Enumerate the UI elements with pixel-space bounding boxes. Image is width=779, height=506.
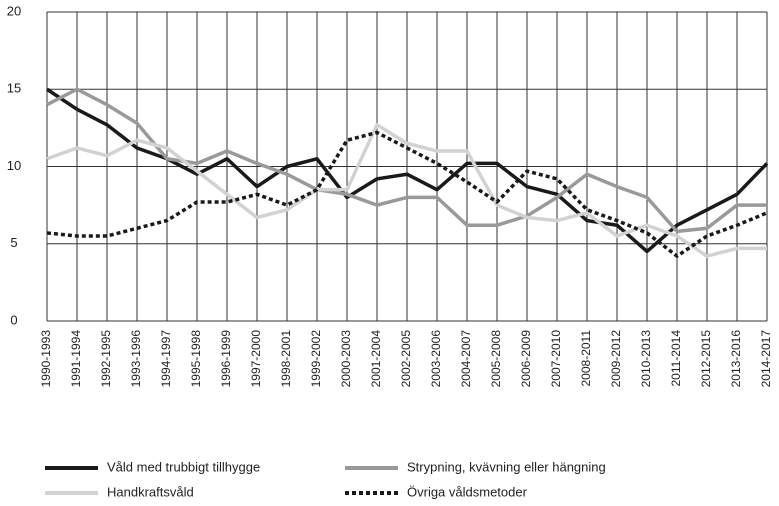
series-line xyxy=(46,123,767,258)
x-tick-label: 2014-2017 xyxy=(759,330,773,388)
y-tick-label: 15 xyxy=(7,81,21,96)
x-tick-label: 2010-2013 xyxy=(639,330,653,388)
x-tick-label: 2012-2015 xyxy=(699,330,713,388)
x-tick-label: 1995-1998 xyxy=(189,330,203,388)
x-tick-label: 1998-2001 xyxy=(279,330,293,388)
legend-label: Strypning, kvävning eller hängning xyxy=(407,459,606,474)
x-tick-label: 1990-1993 xyxy=(39,330,53,388)
x-tick-label: 1997-2000 xyxy=(249,330,263,388)
x-tick-label: 1999-2002 xyxy=(309,330,323,388)
x-tick-label: 2002-2005 xyxy=(399,330,413,388)
y-tick-label: 20 xyxy=(7,3,21,18)
y-tick-label: 0 xyxy=(10,312,17,327)
x-tick-label: 2001-2004 xyxy=(369,330,383,388)
x-tick-label: 2000-2003 xyxy=(339,330,353,388)
x-tick-label: 2009-2012 xyxy=(609,330,623,388)
x-tick-label: 2006-2009 xyxy=(519,330,533,388)
legend-label: Våld med trubbigt tillhygge xyxy=(107,459,260,474)
x-tick-label: 2013-2016 xyxy=(729,330,743,388)
x-tick-label: 1996-1999 xyxy=(219,330,233,388)
series-line xyxy=(46,130,768,258)
y-tick-label: 10 xyxy=(7,158,21,173)
x-tick-label: 1994-1997 xyxy=(159,330,173,388)
x-tick-label: 2011-2014 xyxy=(669,330,683,387)
x-tick-label: 1993-1996 xyxy=(129,330,143,388)
legend-label: Övriga våldsmetoder xyxy=(407,484,528,499)
x-tick-label: 2004-2007 xyxy=(459,330,473,388)
y-tick-label: 5 xyxy=(10,235,17,250)
series-line xyxy=(46,87,767,234)
x-tick-label: 1991-1994 xyxy=(69,330,83,388)
x-tick-label: 2005-2008 xyxy=(489,330,503,388)
x-tick-label: 2008-2011 xyxy=(579,330,593,387)
x-tick-label: 2003-2006 xyxy=(429,330,443,388)
legend-label: Handkraftsvåld xyxy=(107,484,194,499)
x-tick-label: 2007-2010 xyxy=(549,330,563,388)
x-tick-label: 1992-1995 xyxy=(99,330,113,388)
